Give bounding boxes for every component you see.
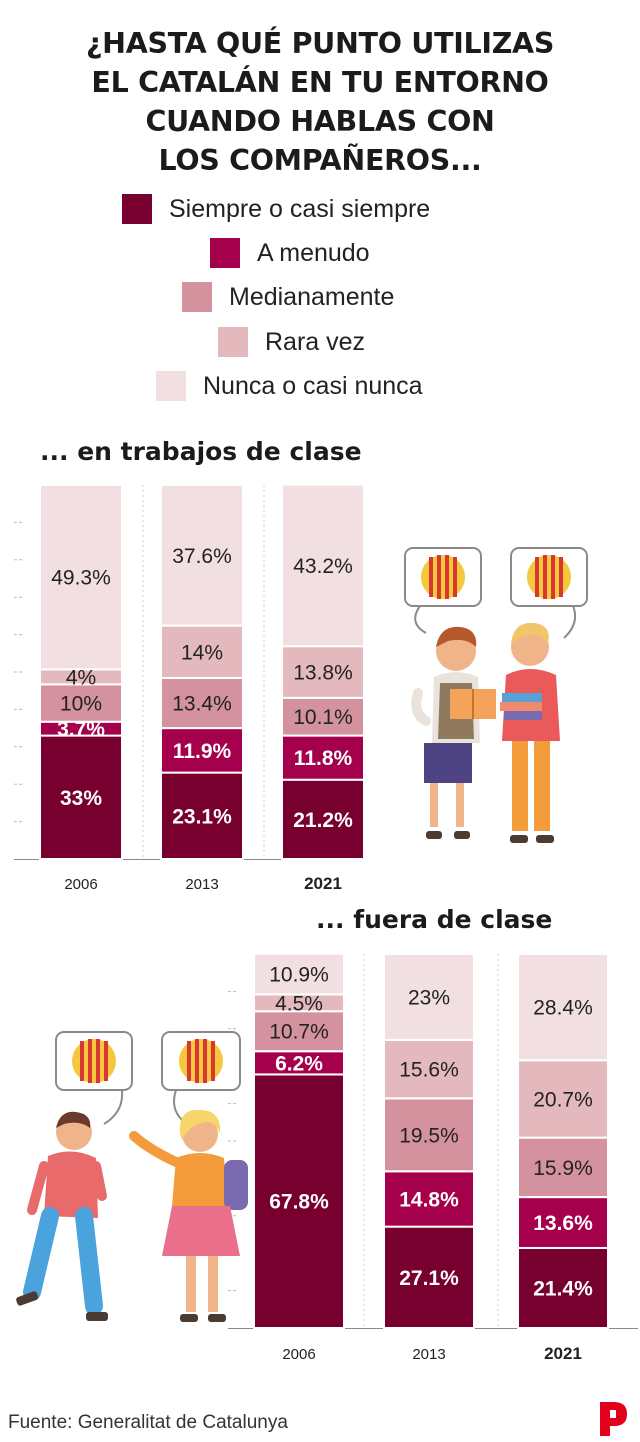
bar-segment: [253, 1073, 345, 1329]
data-label: 37.6%: [172, 545, 232, 568]
boy-walking-icon: [16, 1111, 108, 1321]
catalan-flag-icon: [527, 555, 571, 599]
category-label: 2006: [64, 876, 97, 893]
data-label: 10.7%: [269, 1021, 329, 1044]
title-line: LOS COMPAÑEROS...: [158, 144, 482, 177]
data-label: 6.2%: [275, 1052, 323, 1075]
title-line: ¿HASTA QUÉ PUNTO UTILIZAS: [85, 27, 555, 60]
bar-segment: [160, 727, 244, 774]
bar-segment: [281, 734, 365, 781]
source-note: Fuente: Generalitat de Catalunya: [8, 1412, 288, 1433]
category-label: 2021: [304, 874, 342, 893]
bar-segment: [517, 1246, 609, 1329]
data-label: 13.6%: [533, 1212, 593, 1235]
title-line: CUANDO HABLAS CON: [145, 105, 495, 138]
publisher-logo-icon: [600, 1402, 627, 1436]
category-label: 2013: [185, 876, 218, 893]
data-label: 15.9%: [533, 1157, 593, 1180]
data-label: 23.1%: [172, 805, 232, 828]
bar-segment: [383, 1039, 475, 1100]
data-label: 14.8%: [399, 1188, 459, 1211]
legend-item-a-menudo: A menudo: [210, 238, 370, 268]
data-label: 14%: [181, 641, 223, 664]
category-label: 2006: [282, 1346, 315, 1363]
catalan-flag-icon: [421, 555, 465, 599]
boy-reading-icon: [411, 626, 496, 839]
bar-segment: [160, 676, 244, 730]
data-label: 43.2%: [293, 555, 353, 578]
bar-segment: [160, 484, 244, 627]
bar-segment: [383, 1097, 475, 1173]
data-label: 23%: [408, 987, 450, 1010]
bar-segment: [383, 1170, 475, 1228]
bar-segment: [517, 1059, 609, 1139]
girl-waving-icon: [129, 1109, 248, 1322]
legend-swatch: [182, 282, 212, 312]
data-label: 10.9%: [269, 964, 329, 987]
catalan-flag-icon: [179, 1039, 223, 1083]
bar-segment: [517, 1136, 609, 1199]
bar-segment: [281, 483, 365, 648]
bar-segment: [160, 624, 244, 679]
legend-label: Medianamente: [229, 282, 395, 311]
bar-segment: [39, 484, 123, 671]
data-label: 4%: [66, 666, 96, 689]
data-label: 19.5%: [399, 1124, 459, 1147]
legend-item-medianamente: Medianamente: [182, 282, 394, 312]
data-label: 20.7%: [533, 1088, 593, 1111]
catalan-flag-icon: [72, 1039, 116, 1083]
data-label: 11.9%: [173, 740, 232, 763]
bar-segment: [281, 645, 365, 699]
chart-title: ¿HASTA QUÉ PUNTO UTILIZAS EL CATALÁN EN …: [0, 24, 640, 180]
legend-swatch: [156, 371, 186, 401]
bar-segment: [39, 683, 123, 723]
data-label: 13.4%: [172, 693, 232, 716]
data-label: 21.2%: [293, 809, 353, 832]
bar-segment: [281, 778, 365, 861]
legend-item-siempre: Siempre o casi siempre: [122, 194, 430, 224]
data-label: 49.3%: [51, 567, 111, 590]
data-label: 11.8%: [294, 747, 353, 770]
legend-swatch: [218, 327, 248, 357]
data-label: 15.6%: [399, 1059, 459, 1082]
legend-label: Siempre o casi siempre: [169, 194, 431, 223]
data-label: 28.4%: [533, 997, 593, 1020]
legend-swatch: [122, 194, 152, 224]
legend-item-nunca: Nunca o casi nunca: [156, 371, 423, 401]
chart-fuera-de-clase: 67.8% 6.2% 10.7% 4.5% 10.9% 2006 27.1% 14.8% 19.…: [228, 952, 638, 1363]
data-label: 21.4%: [533, 1277, 593, 1300]
data-label: 4.5%: [275, 992, 323, 1015]
legend-swatch: [210, 238, 240, 268]
category-label: 2021: [544, 1344, 582, 1363]
students-outside-illustration: [16, 1031, 248, 1322]
data-label: 67.8%: [269, 1191, 329, 1214]
data-label: 13.8%: [293, 662, 353, 685]
legend-item-rara-vez: Rara vez: [218, 327, 365, 357]
title-line: EL CATALÁN EN TU ENTORNO: [91, 66, 549, 99]
data-label: 10%: [60, 693, 102, 716]
students-class-illustration: [404, 547, 588, 843]
bar-segment: [160, 771, 244, 860]
boy-with-books-icon: [500, 622, 560, 843]
bar-segment: [383, 953, 475, 1042]
legend-label: A menudo: [257, 238, 370, 267]
chart1-title: ... en trabajos de clase: [40, 437, 362, 466]
bar-segment: [517, 953, 609, 1062]
category-label: 2013: [412, 1346, 445, 1363]
chart2-title: ... fuera de clase: [316, 905, 553, 934]
bar-segment: [253, 952, 345, 996]
legend-label: Rara vez: [265, 327, 366, 356]
bar-segment: [383, 1225, 475, 1329]
bar-segment: [517, 1196, 609, 1249]
legend-label: Nunca o casi nunca: [203, 371, 423, 400]
data-label: 27.1%: [399, 1267, 459, 1290]
chart-trabajos-de-clase: 33% 3.7%10% 4% 49.3% 2006 23.1% 11.9% 13.4% 14% 3…: [14, 483, 365, 893]
data-label: 33%: [60, 787, 102, 810]
data-label: 3.7%: [57, 718, 105, 741]
data-label: 10.1%: [293, 706, 353, 729]
